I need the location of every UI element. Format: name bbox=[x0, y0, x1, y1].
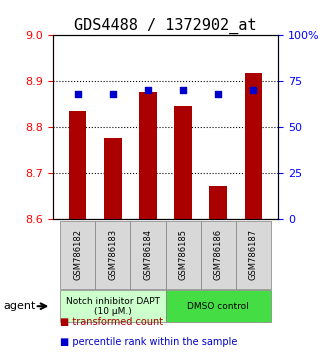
Bar bbox=[210, 186, 227, 219]
Text: ■ transformed count: ■ transformed count bbox=[60, 318, 163, 327]
Bar bbox=[245, 73, 262, 219]
Text: GSM786185: GSM786185 bbox=[179, 229, 188, 280]
Point bbox=[251, 87, 256, 92]
FancyBboxPatch shape bbox=[166, 290, 271, 322]
Point bbox=[110, 91, 116, 97]
Point bbox=[215, 91, 221, 97]
Text: GSM786186: GSM786186 bbox=[214, 229, 223, 280]
Bar bbox=[104, 138, 121, 219]
Bar bbox=[139, 92, 157, 219]
Text: Notch inhibitor DAPT
(10 μM.): Notch inhibitor DAPT (10 μM.) bbox=[66, 297, 160, 316]
Text: GSM786184: GSM786184 bbox=[143, 229, 152, 280]
Bar bbox=[69, 111, 86, 219]
FancyBboxPatch shape bbox=[60, 290, 166, 322]
Point bbox=[180, 87, 186, 92]
Bar bbox=[174, 106, 192, 219]
FancyBboxPatch shape bbox=[130, 221, 166, 289]
FancyBboxPatch shape bbox=[95, 221, 130, 289]
FancyBboxPatch shape bbox=[60, 221, 95, 289]
Text: GSM786182: GSM786182 bbox=[73, 229, 82, 280]
Text: agent: agent bbox=[3, 301, 36, 311]
Text: GDS4488 / 1372902_at: GDS4488 / 1372902_at bbox=[74, 18, 257, 34]
Point bbox=[75, 91, 80, 97]
FancyBboxPatch shape bbox=[236, 221, 271, 289]
Text: GSM786187: GSM786187 bbox=[249, 229, 258, 280]
Point bbox=[145, 87, 151, 92]
FancyBboxPatch shape bbox=[201, 221, 236, 289]
Text: GSM786183: GSM786183 bbox=[108, 229, 117, 280]
FancyBboxPatch shape bbox=[166, 221, 201, 289]
Text: DMSO control: DMSO control bbox=[187, 302, 249, 311]
Text: ■ percentile rank within the sample: ■ percentile rank within the sample bbox=[60, 337, 237, 347]
